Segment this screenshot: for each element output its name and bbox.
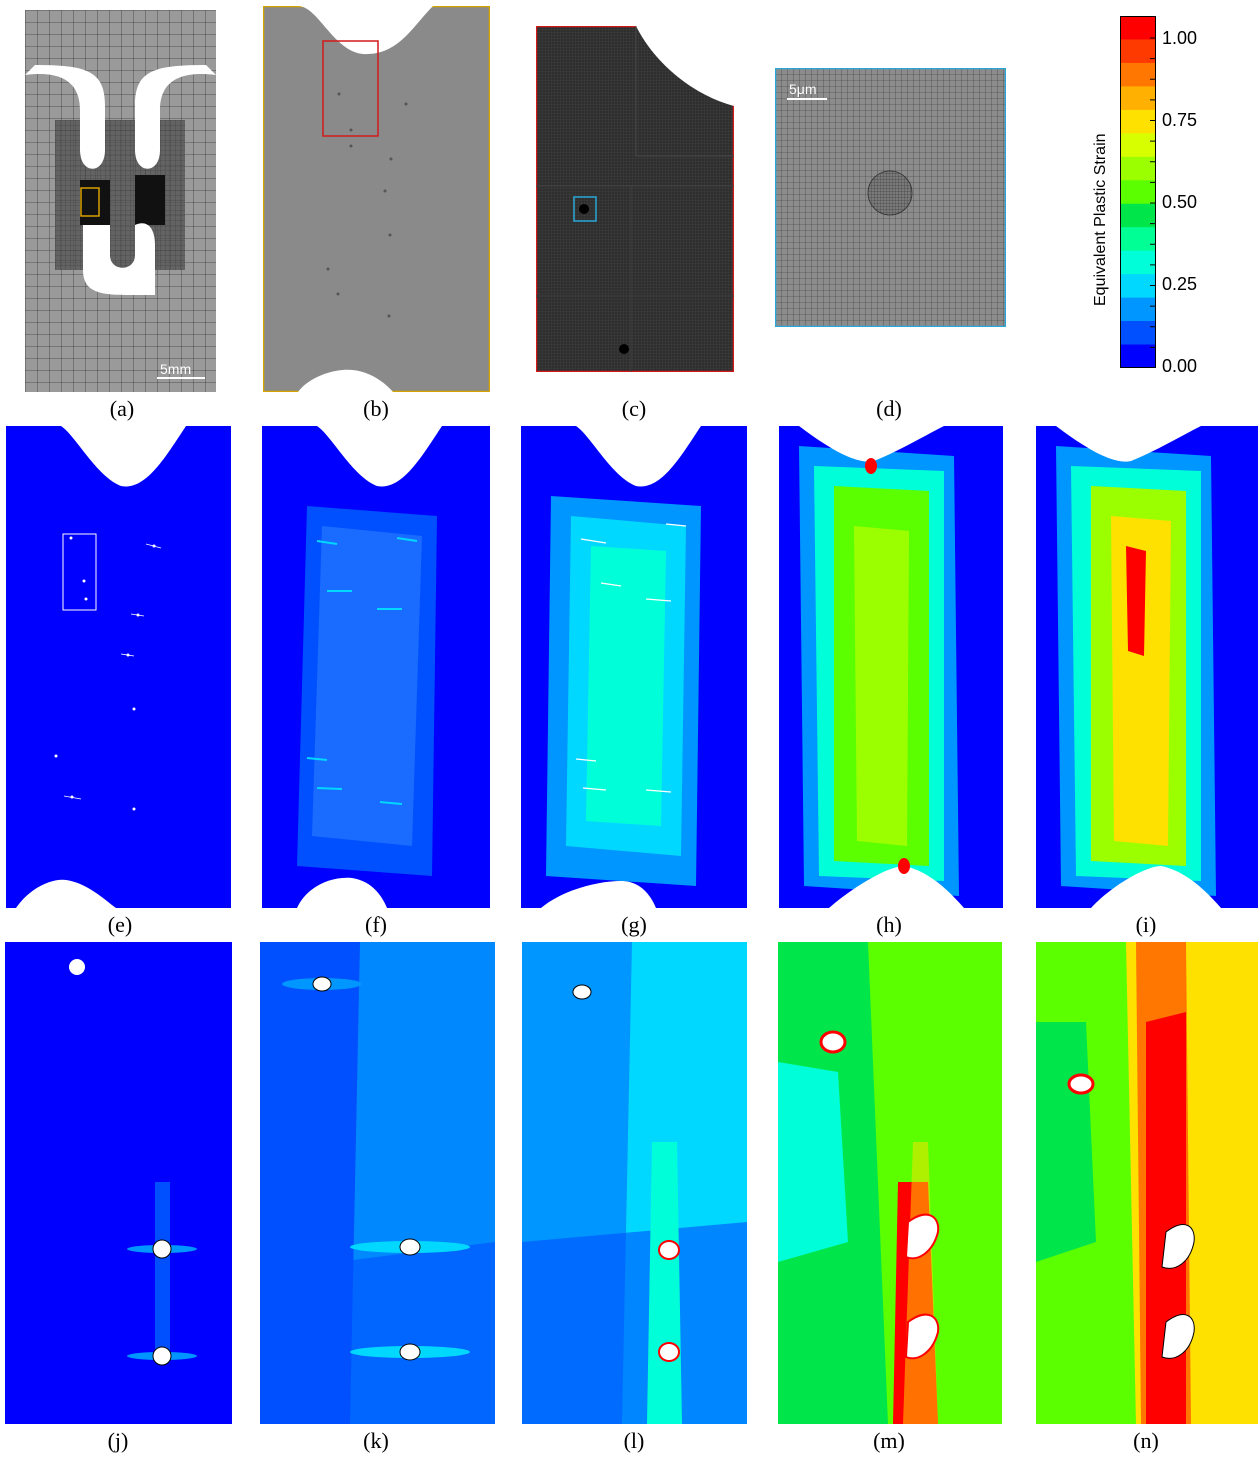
colorbar-band [1120,109,1156,134]
panel-a-mesh-specimen: 5mm [25,10,216,392]
caption-d: (d) [876,396,902,421]
caption-e: (e) [107,912,133,937]
panel-m-graphic [778,942,1002,1424]
colorbar-band [1120,62,1156,87]
caption-n: (n) [1133,1428,1159,1453]
caption-k: (k) [363,1428,389,1453]
colorbar-band [1120,203,1156,228]
colorbar-band [1120,250,1156,275]
colorbar-band [1120,180,1156,205]
panel-f-graphic [262,426,490,908]
caption-l: (l) [623,1428,645,1453]
panel-k-graphic [260,942,495,1424]
colorbar-band [1120,297,1156,322]
panel-h-graphic [779,426,1003,908]
panel-n-graphic [1036,942,1258,1424]
colorbar-band [1120,16,1156,40]
panel-g-graphic [521,426,747,908]
panel-c-zoomed-mesh [536,26,734,372]
panel-l-graphic [522,942,747,1424]
panel-i-contour [1036,426,1258,908]
panel-c-graphic [536,26,734,372]
caption-c: (c) [621,396,647,421]
panel-f-contour [262,426,490,908]
panel-e-graphic [6,426,231,908]
panel-d-graphic: 5μm [775,68,1006,327]
colorbar-tick-075: 0.75 [1162,110,1198,130]
panel-h-contour [779,426,1003,908]
colorbar-graphic [1120,16,1156,369]
colorbar-band [1120,39,1156,64]
panel-k-contour [260,942,495,1424]
colorbar-band [1120,156,1156,181]
panel-a-scalebar-label: 5mm [160,361,191,377]
panel-d-void-mesh: 5μm [775,68,1006,327]
colorbar-band [1120,321,1156,346]
panel-d-scalebar-label: 5μm [789,81,817,97]
caption-i: (i) [1135,912,1157,937]
panel-a-graphic: 5mm [25,10,216,392]
panel-n-contour [1036,942,1258,1424]
colorbar-title: Equivalent Plastic Strain [1092,133,1109,306]
colorbar-band [1120,227,1156,252]
panel-j-contour [5,942,232,1424]
panel-j-graphic [5,942,232,1424]
panel-i-graphic [1036,426,1258,908]
caption-b: (b) [363,396,389,421]
colorbar-band [1120,274,1156,299]
caption-a: (a) [109,396,135,421]
colorbar-band [1120,344,1156,369]
caption-h: (h) [876,912,902,937]
panel-l-contour [522,942,747,1424]
colorbar-band [1120,133,1156,158]
colorbar-tick-000: 0.00 [1162,356,1198,376]
colorbar [1120,16,1156,369]
colorbar-tick-050: 0.50 [1162,192,1198,212]
panel-e-contour [6,426,231,908]
caption-f: (f) [365,912,387,937]
colorbar-band [1120,86,1156,111]
caption-j: (j) [107,1428,129,1453]
panel-b-specimen-overview [263,6,490,392]
colorbar-tick-100: 1.00 [1162,28,1198,48]
panel-b-graphic [263,6,490,392]
panel-g-contour [521,426,747,908]
caption-m: (m) [873,1428,905,1453]
caption-g: (g) [621,912,647,937]
panel-m-contour [778,942,1002,1424]
colorbar-tick-025: 0.25 [1162,274,1198,294]
